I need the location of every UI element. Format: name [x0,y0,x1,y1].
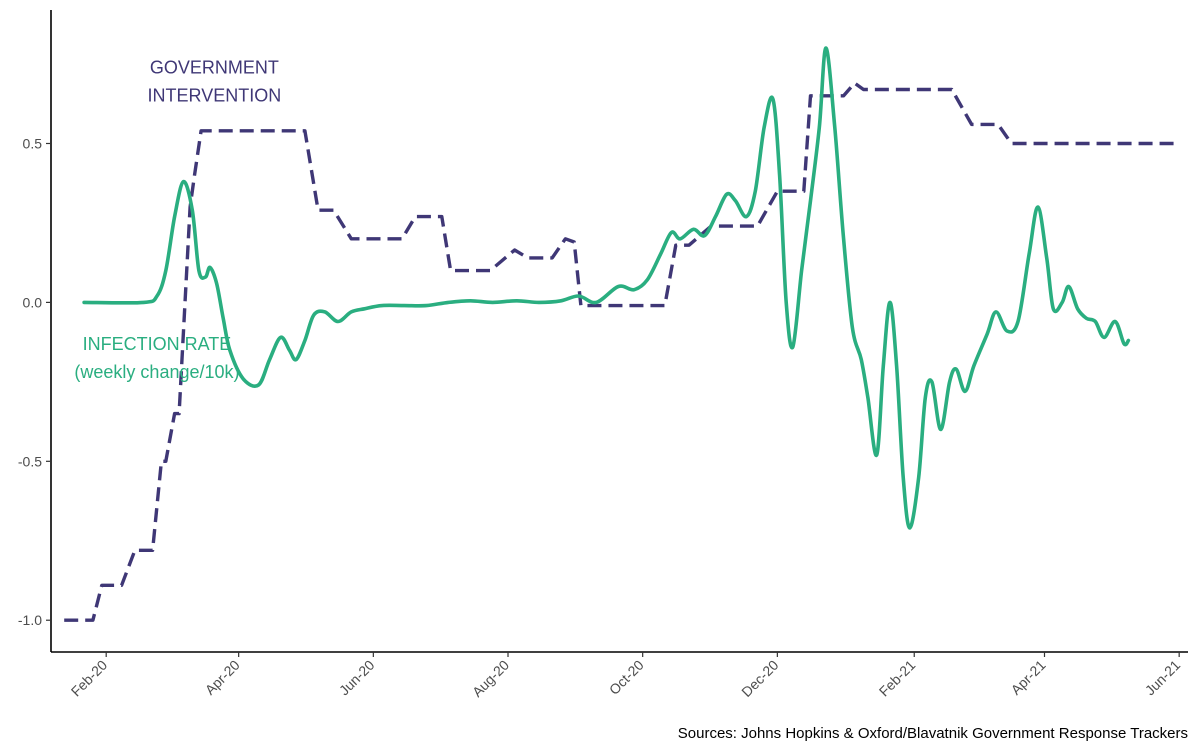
y-tick-label: 0.0 [23,294,43,310]
x-tick-label: Aug-20 [469,657,512,700]
y-tick-label: 0.5 [23,135,43,151]
series-layer [64,46,1180,622]
x-tick-label: Apr-21 [1008,657,1049,698]
x-tick-label: Oct-20 [606,657,647,698]
x-tick-label: Dec-20 [738,657,781,700]
y-tick-label: -1.0 [18,612,42,628]
y-tick-label: -0.5 [18,453,42,469]
series-line-infection-rate [82,46,1131,530]
x-tick-label: Feb-21 [876,657,919,700]
annotation-infection-rate: INFECTION RATE (weekly change/10k) [74,334,239,382]
x-tick-label: Feb-20 [68,657,111,700]
annotation-line: INTERVENTION [148,86,282,106]
annotation-layer: GOVERNMENT INTERVENTION INFECTION RATE (wee… [74,58,281,383]
x-tick-label: Jun-21 [1142,657,1184,699]
series-line-government-intervention [64,81,1180,622]
x-tick-label: Jun-20 [336,657,378,699]
annotation-line: (weekly change/10k) [74,362,239,382]
axes: 0.5 0.0 -0.5 -1.0 Feb-20 Apr-20 Jun-20 Aug-20 Oc… [18,10,1188,700]
annotation-line: INFECTION RATE [83,334,232,354]
source-note: Sources: Johns Hopkins & Oxford/Blavatni… [677,725,1188,742]
annotation-government-intervention: GOVERNMENT INTERVENTION [148,58,282,106]
x-tick-label: Apr-20 [202,657,243,698]
annotation-line: GOVERNMENT [150,58,279,78]
